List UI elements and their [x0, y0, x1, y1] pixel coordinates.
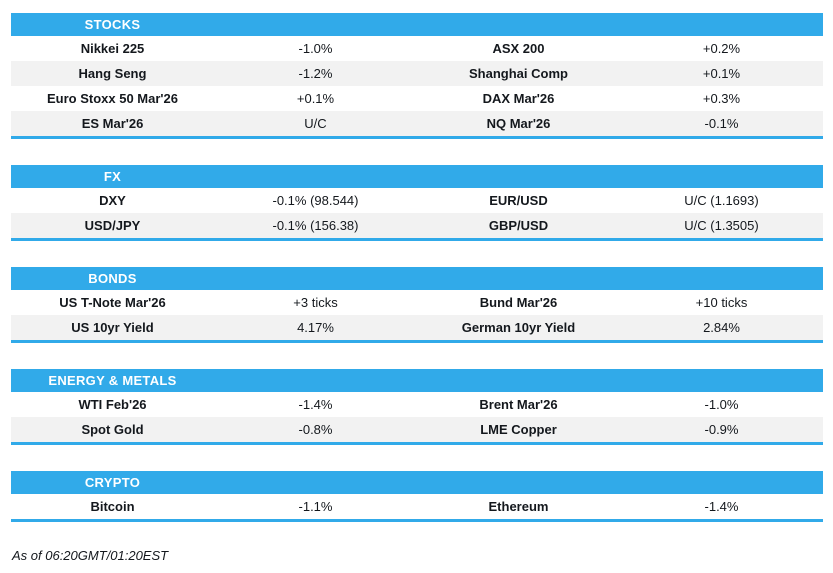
table-row: Bitcoin -1.1% Ethereum -1.4% — [11, 494, 823, 519]
table-row: ES Mar'26 U/C NQ Mar'26 -0.1% — [11, 111, 823, 136]
instrument-name: WTI Feb'26 — [78, 397, 147, 412]
instrument-name: ES Mar'26 — [81, 116, 144, 131]
section-header: ENERGY & METALS — [11, 369, 823, 392]
table-row: WTI Feb'26 -1.4% Brent Mar'26 -1.0% — [11, 392, 823, 417]
section-header: CRYPTO — [11, 471, 823, 494]
table-row: Hang Seng -1.2% Shanghai Comp +0.1% — [11, 61, 823, 86]
section-title: BONDS — [88, 271, 137, 286]
instrument-name: US T-Note Mar'26 — [59, 295, 166, 310]
table-row: Nikkei 225 -1.0% ASX 200 +0.2% — [11, 36, 823, 61]
table-row: DXY -0.1% (98.544) EUR/USD U/C (1.1693) — [11, 188, 823, 213]
instrument-change: -0.1% — [704, 116, 739, 131]
instrument-name: Bitcoin — [90, 499, 135, 514]
section-title: FX — [103, 169, 122, 184]
instrument-name: EUR/USD — [489, 193, 548, 208]
section-energy-metals: ENERGY & METALS WTI Feb'26 -1.4% Brent M… — [11, 369, 823, 445]
instrument-change: +0.2% — [702, 41, 741, 56]
instrument-change: U/C (1.1693) — [684, 193, 759, 208]
instrument-change: 2.84% — [703, 320, 740, 335]
instrument-change: -1.2% — [298, 66, 333, 81]
instrument-name: Spot Gold — [81, 422, 144, 437]
instrument-change: U/C (1.3505) — [684, 218, 759, 233]
table-row: Spot Gold -0.8% LME Copper -0.9% — [11, 417, 823, 442]
section-header: STOCKS — [11, 13, 823, 36]
instrument-change: -0.9% — [704, 422, 739, 437]
instrument-name: Ethereum — [488, 499, 549, 514]
instrument-change: -0.1% (98.544) — [272, 193, 359, 208]
instrument-change: -0.1% (156.38) — [272, 218, 359, 233]
instrument-name: US 10yr Yield — [71, 320, 154, 335]
table-row: Euro Stoxx 50 Mar'26 +0.1% DAX Mar'26 +0… — [11, 86, 823, 111]
instrument-name: NQ Mar'26 — [486, 116, 551, 131]
instrument-name: DXY — [99, 193, 126, 208]
section-header: FX — [11, 165, 823, 188]
instrument-name: Hang Seng — [78, 66, 147, 81]
instrument-name: GBP/USD — [488, 218, 549, 233]
instrument-change: -0.8% — [298, 422, 333, 437]
section-title: ENERGY & METALS — [48, 373, 177, 388]
as-of-timestamp: As of 06:20GMT/01:20EST — [12, 548, 169, 563]
instrument-change: +0.1% — [702, 66, 741, 81]
instrument-change: +0.1% — [296, 91, 335, 106]
instrument-name: ASX 200 — [492, 41, 545, 56]
instrument-name: German 10yr Yield — [461, 320, 576, 335]
instrument-change: +10 ticks — [695, 295, 748, 310]
section-header: BONDS — [11, 267, 823, 290]
section-stocks: STOCKS Nikkei 225 -1.0% ASX 200 +0.2% Ha… — [11, 13, 823, 139]
section-crypto: CRYPTO Bitcoin -1.1% Ethereum -1.4% — [11, 471, 823, 522]
instrument-name: DAX Mar'26 — [482, 91, 555, 106]
instrument-change: -1.1% — [298, 499, 333, 514]
instrument-name: Nikkei 225 — [80, 41, 145, 56]
section-bonds: BONDS US T-Note Mar'26 +3 ticks Bund Mar… — [11, 267, 823, 343]
instrument-name: Shanghai Comp — [469, 66, 568, 81]
instrument-change: -1.0% — [298, 41, 333, 56]
section-title: CRYPTO — [84, 475, 141, 490]
instrument-change: 4.17% — [297, 320, 334, 335]
instrument-change: +0.3% — [702, 91, 741, 106]
instrument-change: U/C — [304, 116, 327, 131]
instrument-name: Bund Mar'26 — [479, 295, 558, 310]
instrument-change: +3 ticks — [293, 295, 338, 310]
instrument-name: USD/JPY — [84, 218, 141, 233]
table-row: US T-Note Mar'26 +3 ticks Bund Mar'26 +1… — [11, 290, 823, 315]
instrument-change: -1.4% — [704, 499, 739, 514]
instrument-change: -1.4% — [298, 397, 333, 412]
instrument-change: -1.0% — [704, 397, 739, 412]
table-row: US 10yr Yield 4.17% German 10yr Yield 2.… — [11, 315, 823, 340]
instrument-name: Brent Mar'26 — [479, 397, 558, 412]
section-title: STOCKS — [84, 17, 141, 32]
section-fx: FX DXY -0.1% (98.544) EUR/USD U/C (1.169… — [11, 165, 823, 241]
table-row: USD/JPY -0.1% (156.38) GBP/USD U/C (1.35… — [11, 213, 823, 238]
instrument-name: Euro Stoxx 50 Mar'26 — [47, 91, 178, 106]
instrument-name: LME Copper — [480, 422, 557, 437]
